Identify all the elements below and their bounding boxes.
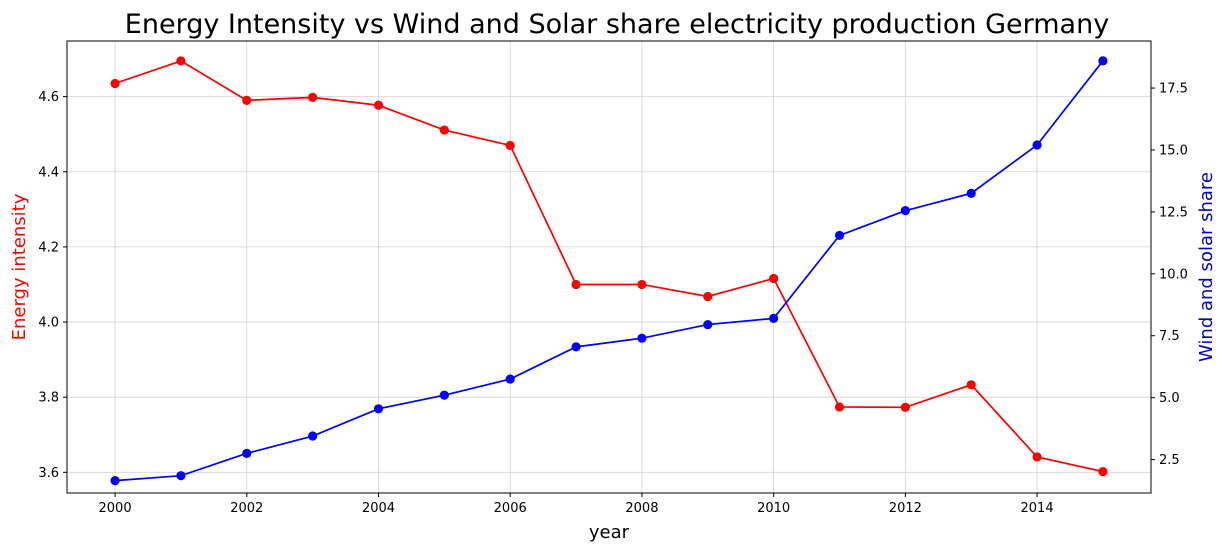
data-point-left: [900, 402, 910, 412]
data-point-right: [637, 333, 647, 343]
data-point-left: [176, 56, 186, 66]
y-right-tick-label: 5.0: [1159, 391, 1180, 406]
y-left-tick-label: 4.0: [38, 316, 59, 331]
data-point-right: [505, 374, 515, 384]
x-tick-label: 2012: [889, 501, 922, 516]
y-left-tick-label: 3.6: [38, 466, 59, 481]
data-point-right: [1032, 140, 1042, 150]
data-point-left: [308, 92, 318, 102]
data-point-left: [769, 273, 779, 284]
data-point-right: [176, 471, 186, 481]
data-point-right: [571, 342, 581, 352]
data-point-left: [1098, 466, 1108, 477]
x-tick-label: 2000: [99, 501, 132, 516]
series-layer: [110, 56, 1108, 486]
y-left-tick-label: 4.6: [38, 90, 59, 105]
x-tick-label: 2010: [757, 501, 790, 516]
data-point-right: [373, 404, 384, 414]
data-point-left: [439, 125, 449, 135]
data-point-left: [703, 291, 713, 302]
data-point-right: [900, 206, 910, 216]
series-line-right: [115, 60, 1104, 482]
y-right-tick-label: 7.5: [1159, 329, 1180, 344]
data-point-right: [1098, 56, 1108, 66]
x-tick-label: 2002: [230, 501, 263, 516]
data-point-right: [110, 476, 120, 486]
data-point-left: [834, 402, 845, 412]
data-point-left: [1032, 452, 1042, 462]
chart-title: Energy Intensity vs Wind and Solar share…: [125, 9, 1109, 40]
y-axis-left-label: Energy intensity: [9, 193, 30, 340]
grid: [67, 41, 1151, 493]
data-point-left: [966, 380, 976, 390]
data-point-left: [242, 95, 252, 105]
y-left-tick-label: 4.2: [38, 240, 59, 255]
y-left-tick-label: 4.4: [38, 165, 59, 180]
y-right-tick-label: 15.0: [1159, 143, 1188, 158]
x-tick-label: 2014: [1021, 501, 1054, 516]
data-point-left: [637, 279, 647, 290]
y-right-tick-label: 2.5: [1159, 453, 1180, 468]
x-tick-label: 2006: [494, 501, 527, 516]
data-point-right: [834, 230, 845, 241]
series-line-left: [114, 59, 1104, 473]
x-axis-label: year: [589, 522, 630, 543]
data-point-right: [703, 319, 713, 330]
x-tick-label: 2004: [362, 501, 395, 516]
x-tick-label: 2008: [625, 501, 658, 516]
y-right-tick-label: 17.5: [1159, 82, 1188, 97]
y-left-tick-label: 3.8: [38, 391, 59, 406]
data-point-right: [242, 448, 252, 458]
y-axis-right-label: Wind and solar share: [1196, 172, 1217, 362]
data-point-left: [110, 78, 120, 89]
data-point-right: [439, 390, 449, 400]
data-point-left: [505, 140, 515, 151]
data-point-right: [308, 431, 318, 441]
y-right-tick-label: 10.0: [1159, 267, 1188, 282]
y-right-tick-label: 12.5: [1159, 205, 1188, 220]
data-point-right: [966, 188, 976, 198]
plot-frame: [66, 40, 1152, 494]
data-point-left: [373, 100, 384, 110]
ticks: 2000 2002 2004 2006 2008 2010 2012 2014 3.6 3.8 4.…: [38, 82, 1188, 516]
data-point-right: [769, 313, 779, 323]
data-point-left: [571, 279, 581, 290]
